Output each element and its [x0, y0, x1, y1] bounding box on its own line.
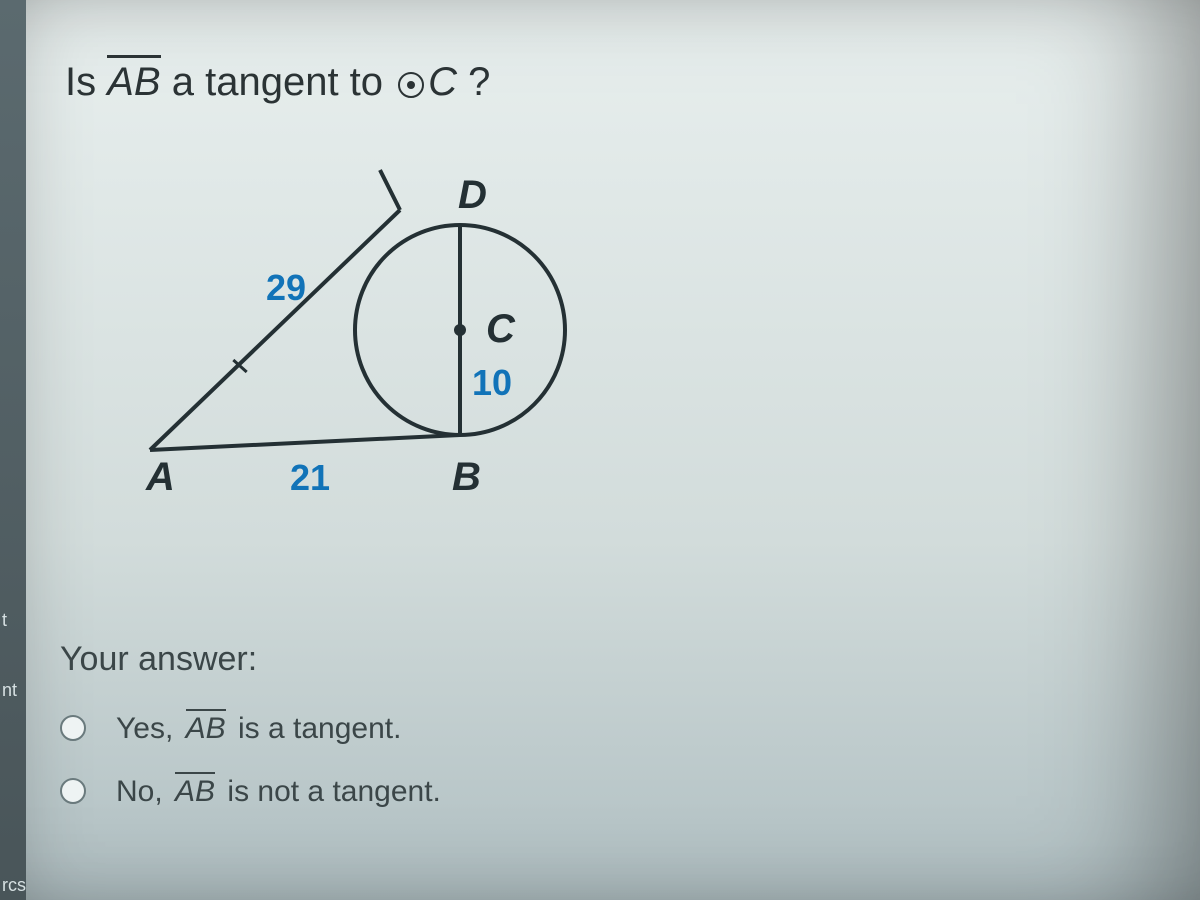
radio-icon[interactable] — [60, 778, 86, 804]
answer-option-text: No, AB is not a tangent. — [116, 772, 441, 809]
question-text: Is AB a tangent to C ? — [65, 55, 490, 105]
svg-text:21: 21 — [290, 457, 330, 498]
svg-text:A: A — [145, 455, 175, 499]
segment-ab-label: AB — [107, 55, 160, 105]
sidebar-fragment: t — [2, 610, 7, 631]
answer-option-text: Yes, AB is a tangent. — [116, 709, 401, 746]
left-sidebar-strip: t nt rcs — [0, 0, 26, 900]
svg-text:29: 29 — [266, 267, 306, 308]
sidebar-fragment: rcs — [2, 875, 26, 896]
question-suffix: ? — [468, 60, 490, 104]
tangent-diagram: D C A B 29 21 10 — [90, 150, 660, 500]
sidebar-fragment: nt — [2, 680, 17, 701]
svg-text:D: D — [458, 173, 487, 217]
diagram-svg: D C A B 29 21 10 — [90, 150, 660, 510]
svg-text:B: B — [452, 455, 481, 499]
answer-options-list: Yes, AB is a tangent. No, AB is not a tan… — [60, 709, 1020, 809]
quiz-screen: t nt rcs Is AB a tangent to C ? DCAB2921… — [0, 0, 1200, 900]
answer-heading: Your answer: — [60, 640, 1020, 679]
answer-option-1[interactable]: No, AB is not a tangent. — [60, 772, 1020, 809]
circle-center-letter: C — [428, 60, 457, 104]
circle-symbol-icon — [398, 72, 424, 98]
answer-section: Your answer: Yes, AB is a tangent. No, AB… — [60, 640, 1020, 835]
svg-text:C: C — [486, 307, 516, 351]
question-prefix: Is — [65, 60, 96, 104]
radio-icon[interactable] — [60, 715, 86, 741]
question-middle: a tangent to — [172, 60, 383, 104]
svg-text:10: 10 — [472, 362, 512, 403]
answer-option-0[interactable]: Yes, AB is a tangent. — [60, 709, 1020, 746]
